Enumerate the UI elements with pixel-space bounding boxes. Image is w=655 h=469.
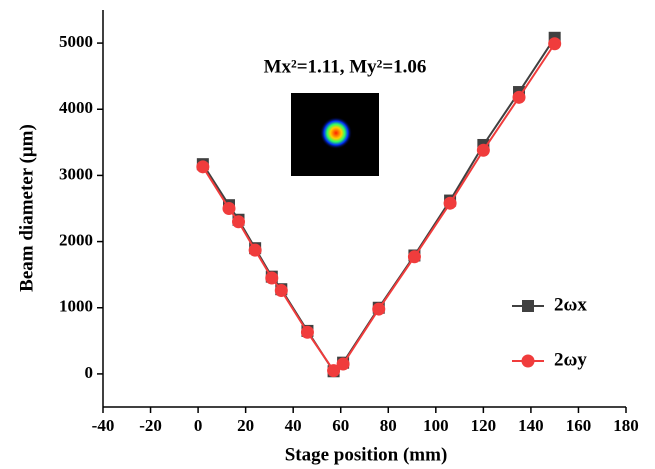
x-tick-label: 80	[380, 416, 397, 435]
series-line	[201, 43, 556, 373]
x-tick-label: 160	[566, 416, 592, 435]
marker	[327, 364, 341, 378]
y-axis-label: Beam diameter (μm)	[16, 124, 37, 292]
x-tick-label: 180	[613, 416, 639, 435]
x-tick-label: 20	[237, 416, 254, 435]
x-tick-label: 0	[194, 416, 203, 435]
y-tick-label: 5000	[59, 32, 93, 51]
legend-label: 2ωy	[554, 349, 587, 370]
legend-label: 2ωx	[554, 294, 587, 315]
marker	[222, 202, 236, 215]
marker	[336, 357, 350, 371]
series-line	[202, 37, 556, 373]
marker	[274, 284, 288, 298]
marker	[476, 143, 490, 157]
annotation: Mx²=1.11, My²=1.06	[264, 56, 427, 77]
legend-marker	[522, 300, 534, 312]
marker	[512, 90, 526, 104]
x-tick-label: 120	[471, 416, 497, 435]
x-tick-label: 40	[285, 416, 302, 435]
marker	[372, 302, 386, 316]
y-tick-label: 3000	[59, 164, 93, 183]
marker	[300, 325, 314, 339]
x-tick-label: -40	[92, 416, 115, 435]
x-axis-label: Stage position (mm)	[285, 444, 448, 465]
legend-marker	[521, 354, 535, 368]
marker	[248, 243, 262, 257]
y-tick-label: 0	[85, 363, 94, 382]
marker	[407, 250, 421, 264]
beam-spot	[320, 117, 352, 149]
marker	[196, 160, 210, 174]
marker	[232, 215, 246, 229]
x-tick-label: 140	[518, 416, 544, 435]
x-tick-label: -20	[139, 416, 162, 435]
x-tick-label: 60	[332, 416, 349, 435]
y-tick-label: 2000	[59, 230, 93, 249]
marker	[443, 196, 457, 210]
y-tick-label: 4000	[59, 98, 93, 117]
marker	[548, 37, 562, 51]
marker	[265, 271, 279, 285]
x-tick-label: 100	[423, 416, 449, 435]
y-tick-label: 1000	[59, 297, 93, 316]
